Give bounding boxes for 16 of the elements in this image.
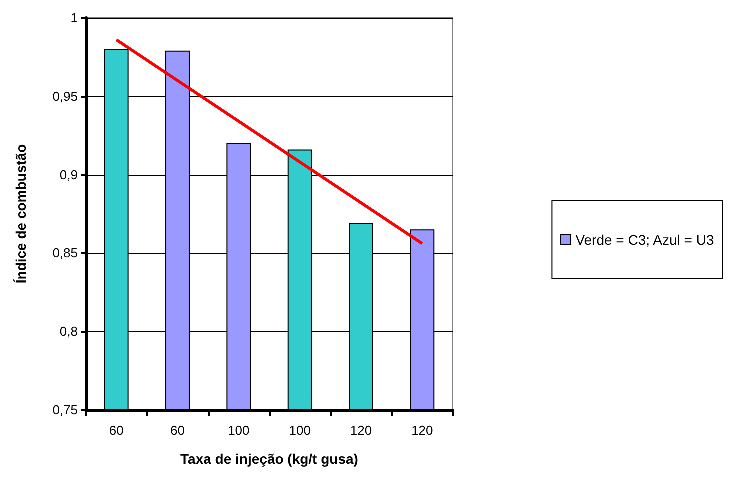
y-tick-label: 0,9 (60, 167, 78, 182)
y-tick-label: 0,8 (60, 324, 78, 340)
y-tick-label: 1 (70, 10, 78, 26)
x-tick-label: 120 (350, 423, 372, 438)
x-tick-label: 120 (412, 423, 434, 438)
legend-label: Verde = C3; Azul = U3 (576, 232, 714, 248)
y-tick-label: 0,95 (52, 88, 78, 104)
y-tick-label: 0,75 (52, 402, 78, 418)
x-axis-title: Taxa de injeção (kg/t gusa) (180, 451, 358, 467)
x-tick-label: 100 (289, 423, 311, 438)
line-series (115, 38, 424, 246)
x-tick-label: 60 (109, 423, 124, 438)
x-tick-label: 100 (228, 423, 250, 438)
y-tick-label: 0,85 (52, 246, 78, 261)
y-axis-title: Índice de combustão (13, 144, 29, 284)
x-tick-label: 60 (170, 423, 185, 438)
